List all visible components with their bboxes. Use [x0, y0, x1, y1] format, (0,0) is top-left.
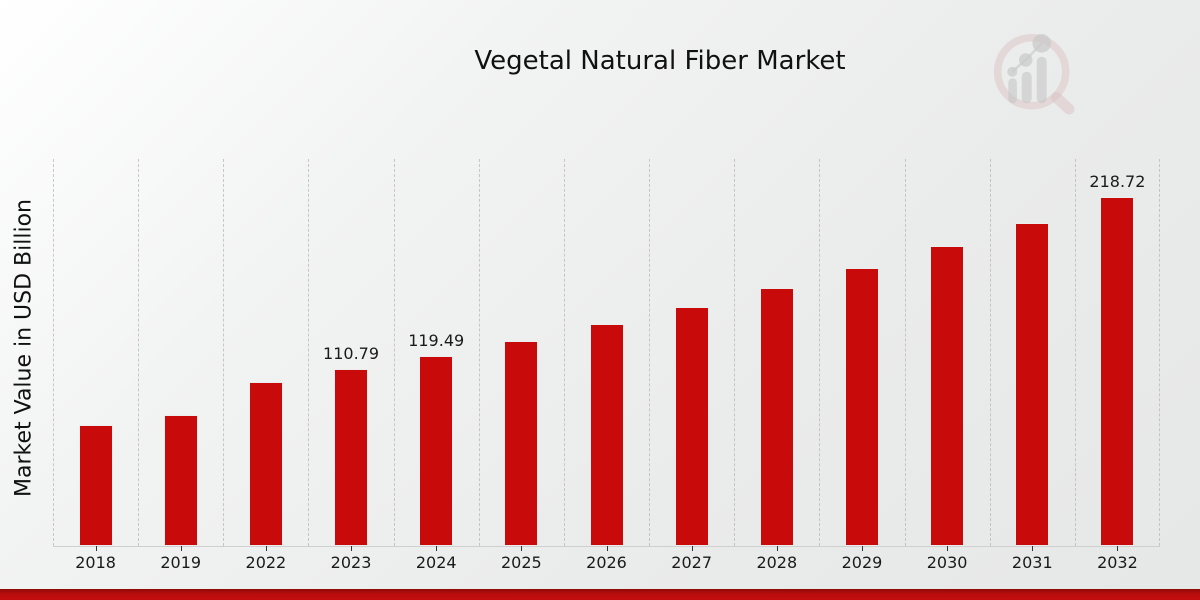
bar-2023	[334, 369, 368, 546]
x-axis-tick	[1117, 546, 1118, 551]
vertical-gridline	[564, 159, 565, 546]
x-tick-label-2022: 2022	[245, 553, 287, 572]
bar-2019	[164, 415, 198, 546]
bar-2029	[845, 268, 879, 546]
bar-2030	[930, 246, 964, 546]
x-axis-tick	[862, 546, 863, 551]
y-axis-label: Market Value in USD Billion	[11, 198, 37, 498]
x-tick-label-2019: 2019	[160, 553, 202, 572]
vertical-gridline	[223, 159, 224, 546]
x-axis-tick	[1032, 546, 1033, 551]
vertical-gridline	[819, 159, 820, 546]
vertical-gridline	[1075, 159, 1076, 546]
x-tick-label-2028: 2028	[756, 553, 798, 572]
x-tick-label-2027: 2027	[671, 553, 712, 572]
vertical-gridline	[394, 159, 395, 546]
chart-title: Vegetal Natural Fiber Market	[474, 46, 846, 76]
x-tick-label-2025: 2025	[500, 553, 542, 572]
vertical-gridline	[138, 159, 139, 546]
vertical-gridline	[53, 159, 54, 546]
x-axis-tick	[351, 546, 352, 551]
x-tick-label-2018: 2018	[75, 553, 116, 572]
vertical-gridline	[649, 159, 650, 546]
x-axis-tick	[947, 546, 948, 551]
x-axis: 2018 2019 2022 2023 2024 2025 2026 2027 2028 2029…	[53, 546, 1160, 580]
bar-2032	[1100, 197, 1134, 546]
x-tick-label-2023: 2023	[330, 553, 372, 572]
bar-2026	[590, 324, 624, 546]
x-axis-tick	[266, 546, 267, 551]
bottom-banner	[0, 589, 1200, 600]
plot-area: 110.79 119.49 218.72	[53, 159, 1160, 547]
x-tick-label-2026: 2026	[586, 553, 627, 572]
x-axis-tick	[96, 546, 97, 551]
vertical-gridline	[1159, 159, 1160, 546]
vertical-gridline	[308, 159, 309, 546]
bar-value-label: 110.79	[323, 344, 380, 363]
vertical-gridline	[734, 159, 735, 546]
x-tick-label-2031: 2031	[1011, 553, 1053, 572]
bar-2024	[419, 356, 453, 546]
bar-value-label: 218.72	[1089, 172, 1146, 191]
x-tick-label-2030: 2030	[926, 553, 968, 572]
x-axis-tick	[607, 546, 608, 551]
magnifier-bar-chart-logo-icon	[993, 33, 1075, 115]
x-axis-tick	[181, 546, 182, 551]
bar-2018	[79, 425, 113, 546]
x-axis-line	[53, 546, 1160, 547]
x-axis-tick	[692, 546, 693, 551]
bar-2022	[249, 382, 283, 546]
vertical-gridline	[905, 159, 906, 546]
x-tick-label-2029: 2029	[841, 553, 883, 572]
x-axis-tick	[436, 546, 437, 551]
bar-value-label: 119.49	[408, 331, 465, 350]
vertical-gridline	[479, 159, 480, 546]
bar-2031	[1015, 223, 1049, 546]
x-tick-label-2024: 2024	[415, 553, 457, 572]
bar-2027	[675, 307, 709, 546]
vertical-gridline	[990, 159, 991, 546]
bar-2028	[760, 288, 794, 546]
x-axis-tick	[777, 546, 778, 551]
bar-2025	[504, 341, 538, 546]
x-tick-label-2032: 2032	[1097, 553, 1138, 572]
x-axis-tick	[521, 546, 522, 551]
